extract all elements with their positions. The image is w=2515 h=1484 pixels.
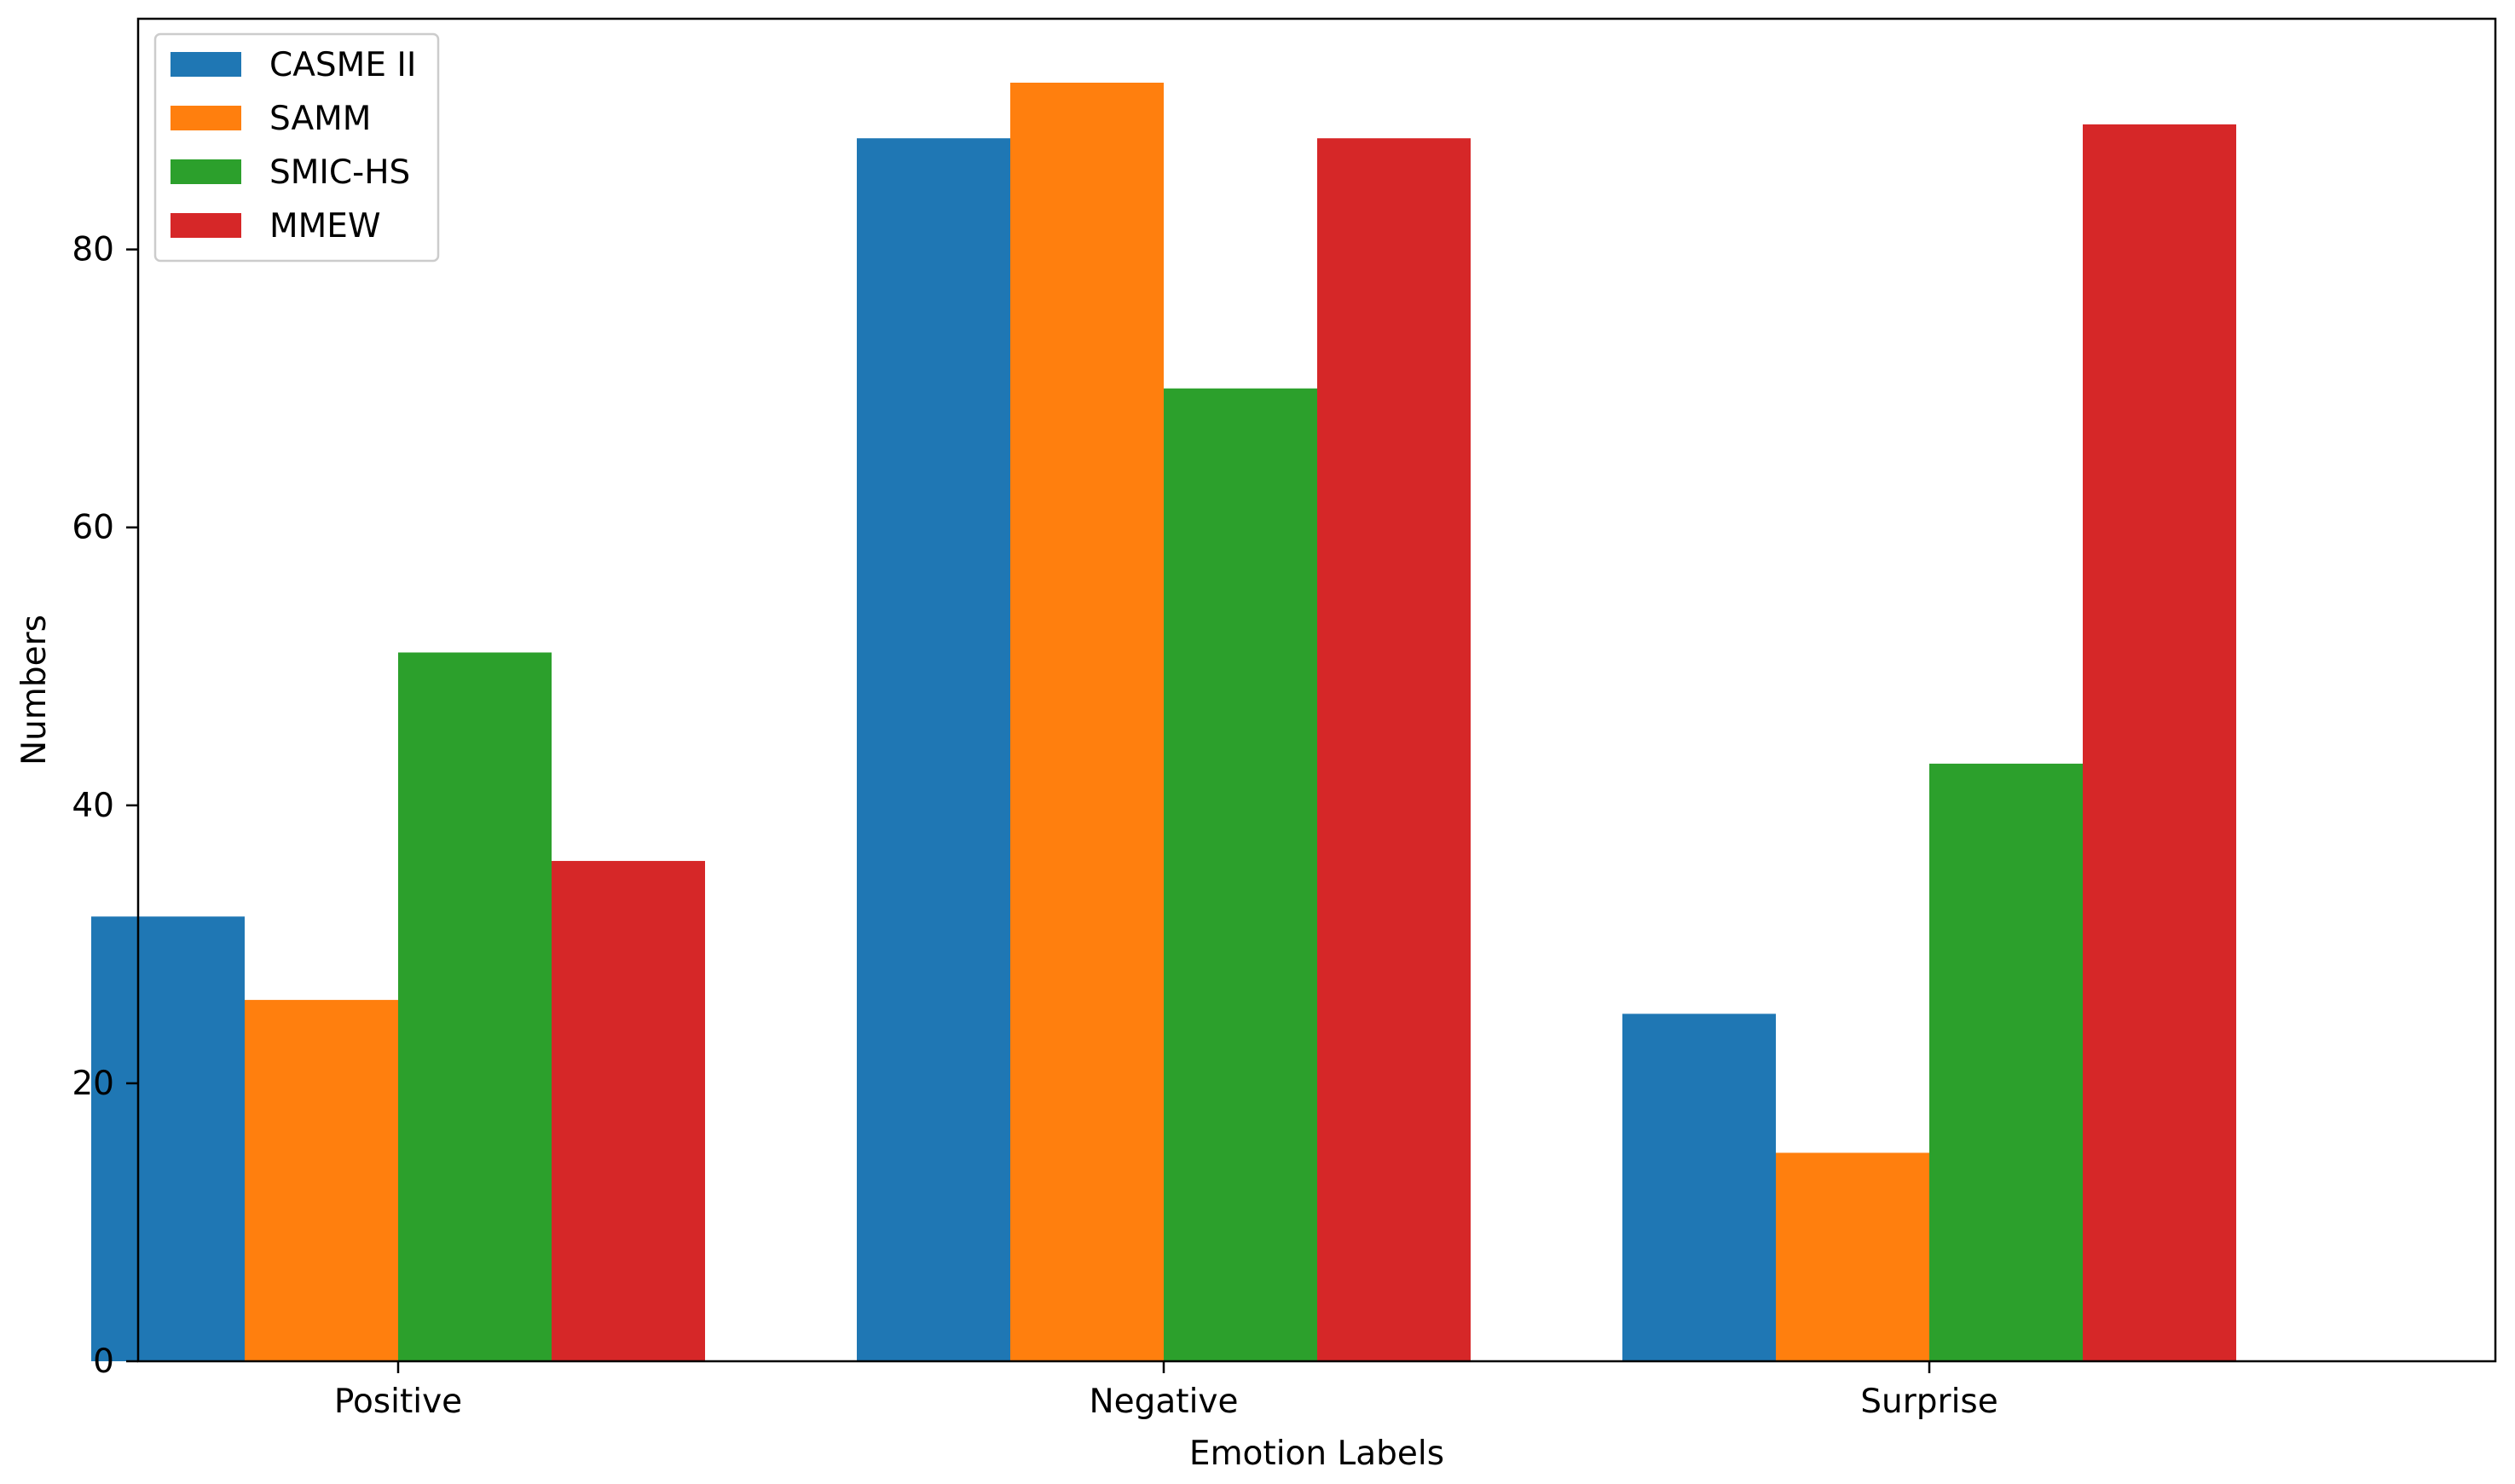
legend-swatch [171, 106, 241, 130]
x-tick-label: Surprise [1860, 1383, 1998, 1421]
plot-frame [136, 17, 2497, 1363]
x-axis-label: Emotion Labels [1189, 1435, 1444, 1473]
bar-samm-positive [245, 1000, 398, 1361]
y-tick-label: 0 [93, 1343, 114, 1381]
y-tick-label: 20 [72, 1065, 114, 1103]
y-tick-label: 60 [72, 509, 114, 547]
y-axis-label: Numbers [15, 615, 54, 765]
legend-label: MMEW [269, 207, 381, 245]
legend-swatch [171, 52, 241, 77]
y-axis: 0 20 40 60 80 [72, 231, 138, 1381]
x-tick-label: Positive [334, 1383, 462, 1421]
bar-casme-ii-positive [91, 916, 245, 1361]
x-axis: Positive Negative Surprise [334, 1361, 1998, 1421]
bar-casme-ii-surprise [1622, 1013, 1776, 1361]
bar-samm-surprise [1776, 1152, 1929, 1361]
legend-label: SAMM [269, 100, 371, 138]
legend-box [153, 32, 440, 263]
legend-items: CASME II SAMM SMIC-HS MMEW [171, 46, 416, 245]
bar-smic-hs-positive [398, 652, 552, 1361]
bars-group [91, 83, 2236, 1361]
y-tick-label: 80 [72, 231, 114, 269]
bar-smic-hs-surprise [1929, 763, 2083, 1361]
y-tick-label: 40 [72, 787, 114, 825]
legend: CASME II SAMM SMIC-HS MMEW [153, 32, 440, 263]
bar-smic-hs-negative [1164, 388, 1317, 1361]
legend-label: CASME II [269, 46, 416, 84]
bar-mmew-surprise [2083, 124, 2236, 1361]
legend-swatch [171, 159, 241, 184]
bar-mmew-negative [1317, 138, 1471, 1361]
legend-swatch [171, 213, 241, 238]
bar-mmew-positive [552, 861, 705, 1361]
legend-label: SMIC-HS [269, 153, 410, 192]
x-tick-label: Negative [1089, 1383, 1238, 1421]
bar-samm-negative [1010, 83, 1164, 1361]
bar-casme-ii-negative [857, 138, 1010, 1361]
